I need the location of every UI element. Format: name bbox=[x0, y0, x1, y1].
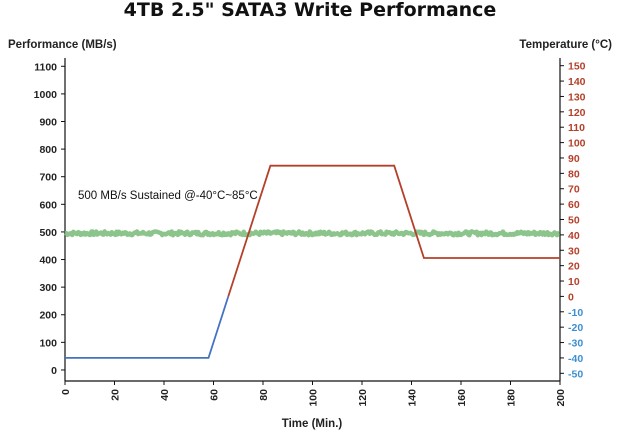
ticks-group: 010020030040050060070080090010001100-50-… bbox=[34, 61, 586, 407]
y-right-tick-label: -40 bbox=[568, 353, 583, 365]
y-left-tick-label: 700 bbox=[39, 172, 57, 184]
x-tick-label: 40 bbox=[159, 389, 171, 401]
y-left-tick-label: 900 bbox=[39, 116, 57, 128]
x-tick-label: 100 bbox=[308, 389, 320, 407]
x-tick-label: 140 bbox=[407, 389, 419, 407]
y-left-tick-label: 200 bbox=[39, 310, 57, 322]
chart-title: 4TB 2.5" SATA3 Write Performance bbox=[124, 0, 497, 21]
y-right-tick-label: 150 bbox=[568, 61, 586, 73]
y-right-tick-label: 90 bbox=[568, 153, 580, 165]
y-right-tick-label: 80 bbox=[568, 168, 580, 180]
y-left-tick-label: 300 bbox=[39, 282, 57, 294]
x-tick-label: 80 bbox=[258, 389, 270, 401]
x-tick-label: 180 bbox=[506, 389, 518, 407]
y-right-axis-title: Temperature (°C) bbox=[519, 39, 612, 51]
y-right-tick-label: 120 bbox=[568, 107, 586, 119]
x-tick-label: 20 bbox=[110, 389, 122, 401]
y-right-tick-label: -10 bbox=[568, 307, 583, 319]
y-left-tick-label: 1000 bbox=[34, 89, 58, 101]
y-right-tick-label: 10 bbox=[568, 276, 580, 288]
y-right-tick-label: 0 bbox=[568, 291, 574, 303]
y-left-tick-label: 800 bbox=[39, 144, 57, 156]
temperature-series-warm-segment bbox=[227, 164, 560, 297]
x-tick-label: 160 bbox=[456, 389, 468, 407]
series-group bbox=[63, 164, 561, 359]
y-right-tick-label: 110 bbox=[568, 122, 585, 134]
x-axis-title: Time (Min.) bbox=[282, 418, 343, 430]
y-left-tick-label: 600 bbox=[39, 199, 57, 211]
y-left-tick-label: 0 bbox=[51, 365, 57, 377]
y-right-tick-label: 70 bbox=[568, 184, 580, 196]
x-tick-label: 0 bbox=[60, 389, 72, 395]
y-right-tick-label: 60 bbox=[568, 199, 580, 211]
y-right-tick-label: 30 bbox=[568, 245, 580, 257]
y-right-tick-label: 40 bbox=[568, 230, 580, 242]
y-right-tick-label: 140 bbox=[568, 76, 586, 88]
y-right-tick-label: -30 bbox=[568, 338, 583, 350]
axes-group bbox=[64, 58, 561, 382]
x-tick-label: 120 bbox=[357, 389, 369, 407]
y-left-tick-label: 400 bbox=[39, 255, 57, 267]
y-right-tick-label: 130 bbox=[568, 91, 586, 103]
x-tick-label: 200 bbox=[555, 389, 567, 407]
y-left-tick-label: 500 bbox=[39, 227, 57, 239]
x-tick-label: 60 bbox=[209, 389, 221, 401]
y-left-axis-title: Performance (MB/s) bbox=[8, 39, 117, 51]
temperature-series-cold-segment bbox=[65, 296, 230, 359]
y-right-tick-label: 50 bbox=[568, 215, 580, 227]
y-right-tick-label: 100 bbox=[568, 138, 586, 150]
sustained-annotation: 500 MB/s Sustained @-40°C~85°C bbox=[78, 190, 258, 202]
y-right-tick-label: -50 bbox=[568, 368, 583, 380]
y-right-tick-label: -20 bbox=[568, 322, 583, 334]
performance-series-line bbox=[63, 229, 561, 238]
y-left-tick-label: 1100 bbox=[34, 61, 57, 73]
y-left-tick-label: 100 bbox=[39, 337, 57, 349]
y-right-tick-label: 20 bbox=[568, 261, 580, 273]
